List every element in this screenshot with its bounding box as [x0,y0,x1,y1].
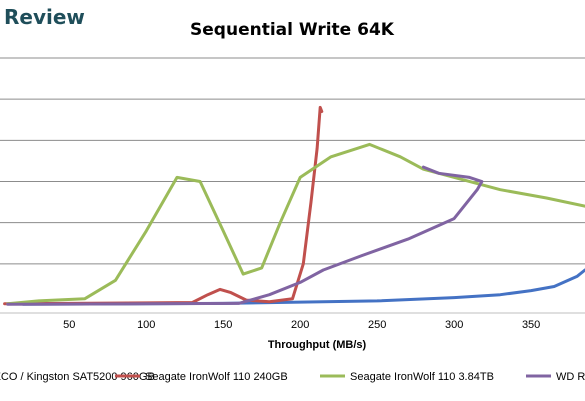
series-lines [3,105,585,306]
series-line-4 [6,165,484,306]
legend-label: Micron 5200 ECO / Kingston SAT5200 960GB [0,371,155,383]
legend-item-4: WD Red SA500 [526,371,585,383]
x-tick-label: 50 [63,319,75,331]
x-tick-label: 150 [214,319,232,331]
chart-title: Sequential Write 64K [190,20,395,40]
x-tick-label: 350 [522,319,540,331]
x-axis-label: Throughput (MB/s) [268,339,367,351]
x-tick-label: 100 [137,319,155,331]
legend-item-1: Micron 5200 ECO / Kingston SAT5200 960GB [0,371,155,383]
series-line-2 [3,105,324,306]
legend-label: WD Red SA500 [556,371,585,383]
gridlines [0,57,585,265]
x-tick-label: 200 [291,319,309,331]
legend: Micron 5200 ECO / Kingston SAT5200 960GB… [0,371,585,383]
series-line-1 [21,268,585,306]
legend-item-3: Seagate IronWolf 110 3.84TB [320,371,494,383]
legend-item-2: Seagate IronWolf 110 240GB [115,371,288,383]
x-tick-label: 250 [368,319,386,331]
brand-logo: Review [4,5,85,29]
x-tick-labels: 50 100 150 200 250 300 350 [63,319,540,331]
legend-label: Seagate IronWolf 110 240GB [145,371,288,383]
legend-label: Seagate IronWolf 110 3.84TB [350,371,494,383]
x-tick-label: 300 [445,319,463,331]
series-line-3 [6,142,585,306]
